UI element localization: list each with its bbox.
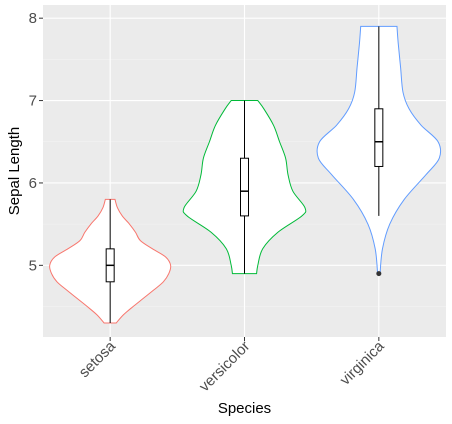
y-axis: 5 6 7 8 — [29, 10, 43, 274]
violin-setosa — [49, 198, 172, 324]
violin-versicolor — [182, 100, 307, 275]
x-tick-label: virginica — [337, 337, 388, 388]
x-tick-label: setosa — [76, 337, 120, 381]
y-tick-label: 6 — [29, 175, 37, 192]
y-tick-label: 7 — [29, 93, 37, 110]
violin-virginica — [316, 25, 442, 277]
x-axis-title: Species — [218, 400, 271, 417]
y-tick-label: 8 — [29, 10, 37, 27]
outlier-point — [376, 271, 382, 277]
x-axis: setosa versicolor virginica — [76, 337, 388, 395]
iqr-box — [374, 108, 384, 167]
violins — [49, 25, 442, 324]
y-axis-title: Sepal Length — [6, 127, 23, 215]
iqr-box — [240, 157, 249, 217]
x-tick-label: versicolor — [196, 338, 253, 395]
y-tick-label: 5 — [29, 257, 37, 274]
